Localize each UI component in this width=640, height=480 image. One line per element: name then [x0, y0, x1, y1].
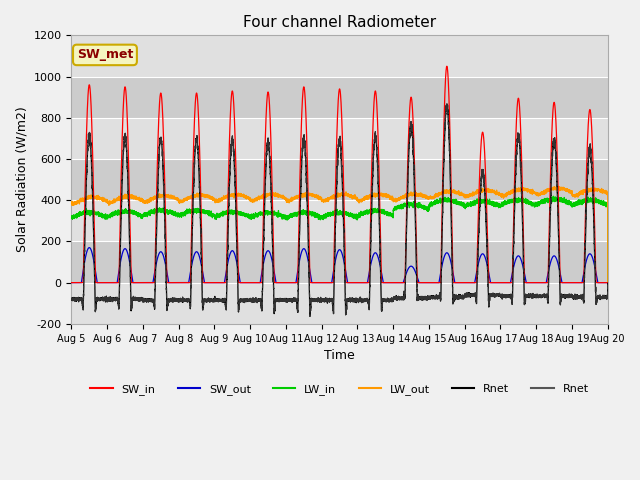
Line: SW_in: SW_in	[72, 66, 608, 283]
SW_in	[602, 280, 610, 286]
SW_out	[268, 258, 276, 264]
Bar	[72, 76, 608, 118]
SW_in	[490, 280, 497, 286]
Rnet	[604, 280, 612, 286]
LW_out	[182, 195, 190, 201]
SW_in	[443, 63, 451, 69]
SW_out	[490, 280, 497, 286]
LW_out	[268, 192, 276, 197]
Rnet	[602, 295, 610, 301]
LW_out	[490, 189, 497, 194]
LW_in	[68, 215, 76, 220]
Legend: SW_in, SW_out, LW_in, LW_out, Rnet, Rnet: SW_in, SW_out, LW_in, LW_out, Rnet, Rnet	[86, 379, 593, 399]
Rnet	[413, 297, 421, 303]
Rnet	[413, 297, 421, 303]
Bar	[72, 36, 608, 76]
Rnet	[490, 292, 497, 298]
LW_in	[490, 200, 497, 205]
SW_in	[177, 280, 184, 286]
SW_in	[604, 280, 612, 286]
LW_out	[604, 280, 612, 286]
SW_out	[182, 280, 190, 286]
SW_in	[413, 280, 421, 286]
LW_out	[177, 198, 184, 204]
Line: Rnet: Rnet	[72, 104, 608, 316]
X-axis label: Time: Time	[324, 349, 355, 362]
Rnet	[177, 296, 184, 302]
Rnet	[182, 298, 190, 304]
Bar	[72, 200, 608, 241]
Rnet	[443, 101, 451, 107]
Y-axis label: Solar Radiation (W/m2): Solar Radiation (W/m2)	[15, 107, 28, 252]
Rnet	[306, 313, 314, 319]
LW_in	[268, 211, 276, 216]
Rnet	[68, 297, 76, 303]
LW_in	[602, 200, 610, 206]
Line: LW_out: LW_out	[72, 186, 608, 283]
LW_out	[554, 183, 561, 189]
Bar	[72, 159, 608, 200]
LW_in	[177, 211, 184, 216]
SW_out	[413, 275, 421, 281]
SW_out	[68, 280, 76, 286]
SW_out	[602, 280, 610, 286]
LW_in	[604, 280, 612, 286]
Line: LW_in: LW_in	[72, 196, 608, 283]
Rnet	[604, 280, 612, 286]
Rnet	[268, 230, 276, 236]
Rnet	[443, 101, 451, 107]
Title: Four channel Radiometer: Four channel Radiometer	[243, 15, 436, 30]
LW_in	[550, 193, 557, 199]
Bar	[72, 118, 608, 159]
SW_in	[268, 187, 276, 192]
LW_in	[182, 210, 190, 216]
Rnet	[306, 313, 314, 319]
Rnet	[268, 230, 276, 236]
Rnet	[68, 297, 76, 303]
Bar	[72, 241, 608, 283]
LW_in	[413, 201, 421, 206]
Rnet	[602, 295, 610, 301]
SW_out	[604, 280, 612, 286]
SW_in	[182, 280, 190, 286]
LW_out	[602, 189, 610, 195]
SW_out	[86, 245, 93, 251]
Rnet	[490, 292, 497, 298]
Text: SW_met: SW_met	[77, 48, 133, 61]
Line: Rnet: Rnet	[72, 104, 608, 316]
LW_out	[413, 191, 421, 197]
Rnet	[177, 296, 184, 302]
Line: SW_out: SW_out	[72, 248, 608, 283]
SW_in	[68, 280, 76, 286]
SW_out	[177, 280, 184, 286]
LW_out	[68, 201, 76, 206]
Rnet	[182, 298, 190, 304]
Bar	[72, 283, 608, 324]
